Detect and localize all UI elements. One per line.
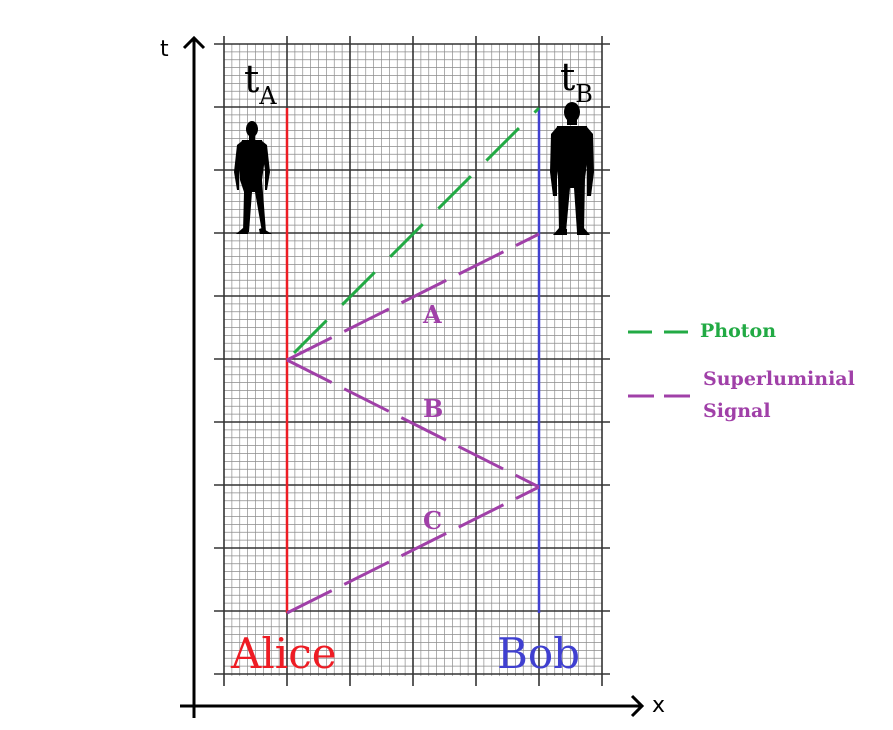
alice-time-label: tA xyxy=(244,57,277,110)
signal-a-path xyxy=(286,232,540,362)
bob-time-symbol: t xyxy=(560,55,575,99)
axes xyxy=(180,35,645,718)
signal-c-path xyxy=(286,485,540,615)
legend: Photon Superluminial Signal xyxy=(628,320,855,422)
t-axis-label: t xyxy=(160,37,169,62)
t-axis-arrow-icon xyxy=(182,35,206,50)
signal-c-label: C xyxy=(423,506,442,535)
superluminal-signals xyxy=(286,232,540,615)
bob-time-subscript: B xyxy=(575,80,593,108)
alice-silhouette-icon xyxy=(234,121,272,234)
photon-path xyxy=(285,106,541,362)
bob-time-label: tB xyxy=(560,55,593,108)
grid xyxy=(214,36,610,686)
bob-silhouette-icon xyxy=(550,102,594,235)
alice-name-label: Alice xyxy=(230,629,337,678)
signal-a-label: A xyxy=(422,300,442,329)
signal-b-label: B xyxy=(423,394,443,423)
alice-time-subscript: A xyxy=(258,82,277,110)
bob-name-label: Bob xyxy=(497,629,580,678)
legend-superluminal-label-line2: Signal xyxy=(703,400,771,422)
x-axis-label: x xyxy=(652,693,665,718)
legend-superluminal-label-line1: Superluminial xyxy=(703,368,855,390)
x-axis-arrow-icon xyxy=(630,694,645,718)
legend-photon-label: Photon xyxy=(700,320,776,342)
signal-b-path xyxy=(286,358,540,489)
alice-time-symbol: t xyxy=(244,57,259,101)
